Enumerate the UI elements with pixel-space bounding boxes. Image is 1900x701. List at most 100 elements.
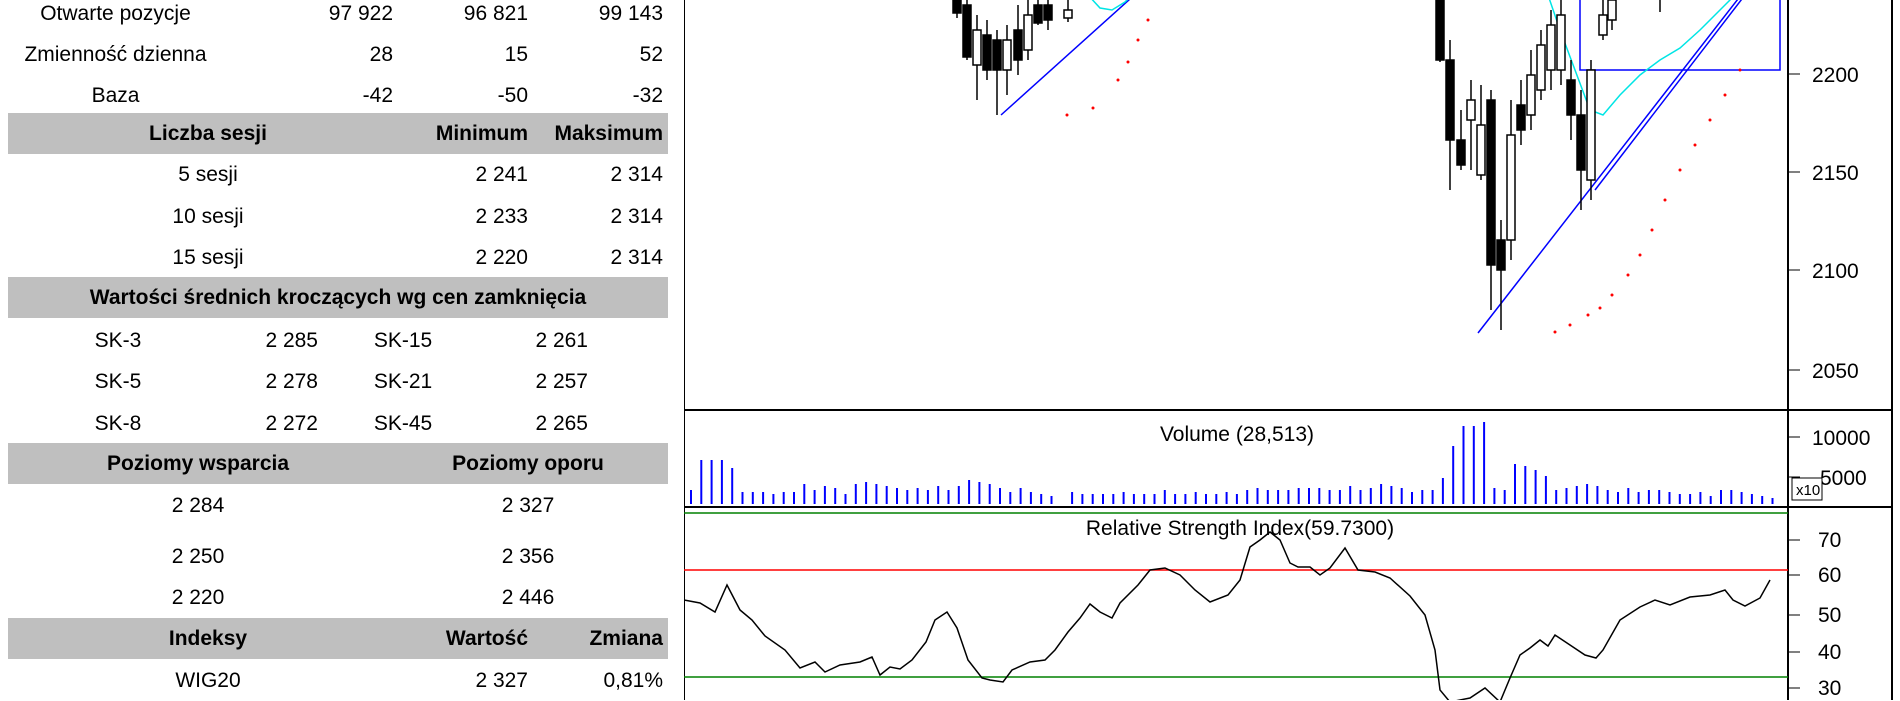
row-value: 2 241 (475, 163, 528, 186)
trend-line (1477, 0, 1739, 334)
row-value: 2 278 (265, 370, 318, 393)
price-tick-label: 2050 (1812, 360, 1859, 383)
index-value: 2 327 (475, 669, 528, 692)
row-value: 2 314 (610, 246, 663, 269)
header-cell: Poziomy wsparcia (106, 452, 290, 475)
index-change: 0,81% (603, 669, 663, 692)
row-label: SK-8 (94, 412, 142, 435)
trend-line (1594, 0, 1743, 191)
table-row: 5 sesji 2 241 2 314 (8, 154, 668, 195)
rsi-line (684, 531, 1771, 700)
resistance-level: 2 356 (501, 545, 555, 568)
row-value: 52 (639, 43, 663, 66)
volume-multiplier: x10 (1796, 482, 1820, 499)
resistance-level: 2 446 (501, 586, 555, 609)
row-value: 2 272 (265, 412, 318, 435)
rsi-tick-label: 50 (1818, 604, 1841, 627)
row-label: SK-3 (94, 329, 142, 352)
price-tick-label: 2200 (1812, 64, 1859, 87)
row-value: 2 261 (535, 329, 588, 352)
trend-line (1000, 0, 1131, 116)
row-label: SK-45 (373, 412, 433, 435)
sessions-header: Liczba sesji Minimum Maksimum (8, 113, 668, 154)
row-value: 2 265 (535, 412, 588, 435)
price-tick-label: 2100 (1812, 260, 1859, 283)
table-row: 2 220 2 446 (8, 577, 668, 618)
table-row: SK-5 2 278 SK-21 2 257 (8, 361, 668, 402)
header-cell: Wartość (445, 627, 528, 650)
header-cell: Wartości średnich kroczących wg cen zamk… (89, 286, 587, 309)
row-label: 10 sesji (172, 205, 244, 228)
table-row: Otwarte pozycje 97 922 96 821 99 143 (8, 0, 668, 34)
volume-bars (690, 422, 1774, 504)
rsi-tick-label: 70 (1818, 529, 1841, 552)
candlesticks (1435, 0, 1661, 330)
rsi-tick-label: 30 (1818, 677, 1841, 700)
rsi-axis: 70 60 50 40 30 (1788, 529, 1841, 700)
indexes-header: Indeksy Wartość Zmiana (8, 618, 668, 659)
rsi-tick-label: 40 (1818, 641, 1841, 664)
levels-header: Poziomy wsparcia Poziomy oporu (8, 443, 668, 484)
header-cell: Minimum (435, 122, 528, 145)
support-level: 2 250 (171, 545, 225, 568)
row-value: -42 (362, 84, 393, 107)
row-label: SK-5 (94, 370, 142, 393)
header-cell: Zmiana (589, 627, 663, 650)
row-value: 2 314 (610, 163, 663, 186)
price-axis: 2200 2150 2100 2050 (1788, 64, 1859, 383)
row-label: SK-15 (373, 329, 433, 352)
price-tick-label: 2150 (1812, 162, 1859, 185)
table-row: WIG20 2 327 0,81% (8, 660, 668, 701)
table-row: 2 284 2 327 (8, 485, 668, 526)
row-label: 15 sesji (172, 246, 244, 269)
row-value: 96 821 (463, 2, 528, 25)
chart-frame (684, 0, 1893, 700)
volume-multiplier-box (1791, 477, 1823, 501)
header-cell: Poziomy oporu (452, 452, 604, 475)
sar-dots (1065, 18, 1742, 334)
index-name: WIG20 (175, 669, 241, 692)
table-row: SK-3 2 285 SK-15 2 261 (8, 320, 668, 361)
table-row: 10 sesji 2 233 2 314 (8, 196, 668, 237)
header-cell: Indeksy (168, 627, 248, 650)
price-range-box (1579, 0, 1781, 71)
row-value: 2 233 (475, 205, 528, 228)
row-value: -50 (497, 84, 528, 107)
volume-axis: 10000 5000 x10 (1788, 427, 1870, 501)
candlesticks (952, 0, 1073, 115)
ma-header: Wartości średnich kroczących wg cen zamk… (8, 277, 668, 318)
table-row: SK-8 2 272 SK-45 2 265 (8, 403, 668, 444)
row-value: 28 (369, 43, 393, 66)
resistance-level: 2 327 (501, 494, 555, 517)
row-value: 97 922 (328, 2, 393, 25)
table-row: Baza -42 -50 -32 (8, 75, 668, 116)
moving-average-line (1548, 0, 1732, 116)
volume-tick-label: 10000 (1812, 427, 1870, 450)
row-value: 2 220 (475, 246, 528, 269)
row-value: 2 314 (610, 205, 663, 228)
table-row: Zmienność dzienna 28 15 52 (8, 34, 668, 75)
support-level: 2 284 (171, 494, 225, 517)
rsi-tick-label: 60 (1818, 564, 1841, 587)
row-label: Zmienność dzienna (24, 43, 207, 66)
row-value: 2 285 (265, 329, 318, 352)
row-label: Baza (91, 84, 140, 107)
row-value: -32 (632, 84, 663, 107)
volume-title: Volume (28,513) (1160, 423, 1314, 446)
row-label: SK-21 (373, 370, 433, 393)
moving-average-line (1091, 0, 1129, 11)
support-level: 2 220 (171, 586, 225, 609)
rsi-title: Relative Strength Index(59.7300) (1086, 517, 1394, 540)
row-value: 99 143 (598, 2, 663, 25)
row-label: 5 sesji (178, 163, 238, 186)
row-label: Otwarte pozycje (40, 2, 191, 25)
table-row: 15 sesji 2 220 2 314 (8, 237, 668, 278)
header-cell: Liczba sesji (149, 122, 267, 145)
row-value: 2 257 (535, 370, 588, 393)
table-row: 2 250 2 356 (8, 536, 668, 577)
header-cell: Maksimum (554, 122, 663, 145)
row-value: 15 (504, 43, 528, 66)
volume-tick-label: 5000 (1820, 467, 1867, 490)
price-chart: 2200 2150 2100 2050 (684, 0, 1893, 700)
stats-panel: Otwarte pozycje 97 922 96 821 99 143 Zmi… (0, 0, 668, 700)
